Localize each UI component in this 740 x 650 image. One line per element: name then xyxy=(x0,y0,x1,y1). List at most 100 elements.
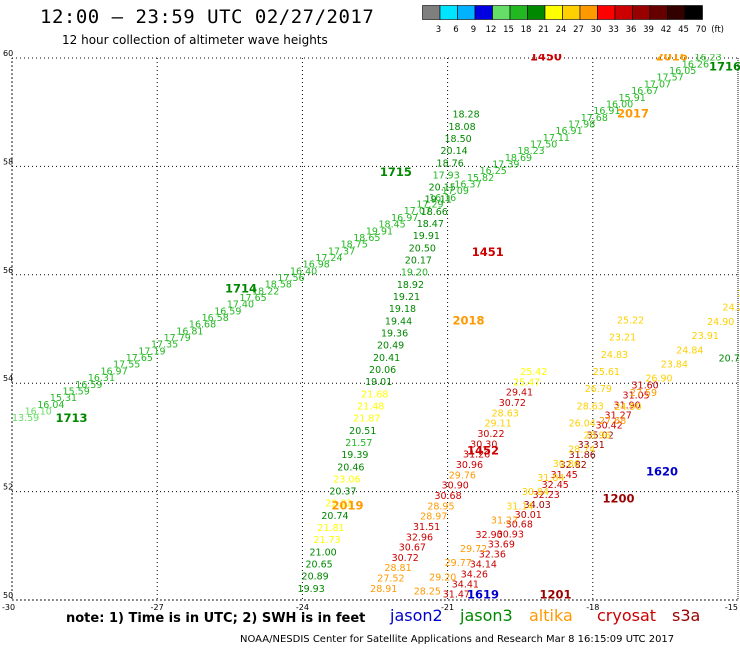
data-label: 17.79 xyxy=(164,333,191,344)
y-tick-label: 60 xyxy=(3,49,13,58)
page-subtitle: 12 hour collection of altimeter wave hei… xyxy=(62,33,328,47)
x-tick-label: -18 xyxy=(586,603,599,612)
data-label: 18.76 xyxy=(437,158,464,169)
data-label: 28.63 xyxy=(577,401,604,412)
legend-label: 24 xyxy=(556,25,567,35)
legend-label: 18 xyxy=(521,25,532,35)
time-label: 2016 xyxy=(656,50,688,64)
legend-label: 33 xyxy=(608,25,619,35)
data-label: 17.98 xyxy=(568,119,595,130)
data-label: 18.75 xyxy=(341,240,368,251)
data-label: 17.07 xyxy=(404,206,431,217)
data-label: 28.95 xyxy=(427,501,454,512)
data-label: 29.41 xyxy=(506,388,533,399)
data-label: 16.00 xyxy=(606,99,633,110)
time-label: 1716 xyxy=(709,59,740,73)
data-label: 15.91 xyxy=(619,93,646,104)
mission-jason3: jason3 xyxy=(460,606,513,625)
data-label: 30.96 xyxy=(456,460,483,471)
legend-label: 36 xyxy=(626,25,637,35)
grid xyxy=(11,57,739,601)
data-label: 31.60 xyxy=(632,381,659,392)
data-label: 31.27 xyxy=(491,516,518,527)
data-label: 16.16 xyxy=(429,193,456,204)
data-label: 17.19 xyxy=(138,346,165,357)
data-label: 32.96 xyxy=(406,532,433,543)
data-label: 30.86 xyxy=(553,459,580,470)
time-label: 1715 xyxy=(380,165,412,179)
data-label: 19.20 xyxy=(401,268,428,279)
data-label: 20.65 xyxy=(306,560,333,571)
data-label: 18.50 xyxy=(444,134,471,145)
data-label: 16.81 xyxy=(176,326,203,337)
legend-label: 3 xyxy=(436,25,441,35)
series-jason2: 20.76 xyxy=(719,354,740,365)
data-label: 19.21 xyxy=(393,292,420,303)
series-s3a: 31.4734.4134.2634.1432.3633.6930.9330.68… xyxy=(443,381,659,601)
data-label: 16.31 xyxy=(88,373,115,384)
data-label: 21.68 xyxy=(361,389,388,400)
data-label: 32.45 xyxy=(542,480,569,491)
data-label: 31.45 xyxy=(551,470,578,481)
data-label: 15.82 xyxy=(467,173,494,184)
data-label: 20.49 xyxy=(377,341,404,352)
data-label: 21.57 xyxy=(345,438,372,449)
data-label: 18.65 xyxy=(353,233,380,244)
time-label: 1201 xyxy=(540,587,572,601)
data-label: 18.92 xyxy=(397,280,424,291)
data-label: 16.91 xyxy=(555,126,582,137)
data-label: 20.89 xyxy=(302,572,329,583)
data-label: 18.23 xyxy=(518,146,545,157)
legend-label: 21 xyxy=(538,25,549,35)
legend-label: 70 xyxy=(696,25,707,35)
mission-s3a: s3a xyxy=(672,606,701,625)
data-label: 17.07 xyxy=(644,79,671,90)
time-label: 2017 xyxy=(617,107,649,121)
data-label: 16.25 xyxy=(480,166,507,177)
data-label: 33.69 xyxy=(488,540,515,551)
data-label: 30.68 xyxy=(434,491,461,502)
data-label: 17.35 xyxy=(151,340,178,351)
legend-label: 9 xyxy=(471,25,476,35)
time-label: 1619 xyxy=(467,587,499,601)
data-label: 17.39 xyxy=(492,160,519,171)
data-label: 20.15 xyxy=(429,183,456,194)
data-label: 30.72 xyxy=(499,398,526,409)
mission-jason2: jason2 xyxy=(390,606,443,625)
legend-unit: (ft) xyxy=(711,25,724,35)
data-label: 16.05 xyxy=(669,66,696,77)
data-label: 20.41 xyxy=(373,353,400,364)
data-label: 30.30 xyxy=(470,439,497,450)
time-label: 1713 xyxy=(56,411,88,425)
data-label: 17.09 xyxy=(442,186,469,197)
data-label: 25.22 xyxy=(617,316,644,327)
plot-area: 13.5916.1016.0415.3115.5916.5916.3116.97… xyxy=(12,50,740,601)
data-label: 24.83 xyxy=(601,350,628,361)
data-label: 17.24 xyxy=(315,253,342,264)
data-label: 19.01 xyxy=(365,377,392,388)
series-cryosat: 28.9127.5228.8130.7230.6732.9631.5128.97… xyxy=(370,367,547,595)
x-tick-label: -30 xyxy=(2,603,15,612)
data-label: 19.91 xyxy=(366,226,393,237)
data-label: 34.03 xyxy=(524,500,551,511)
y-tick-label: 50 xyxy=(3,591,13,600)
data-label: 29.77 xyxy=(445,558,472,569)
data-label: 20.17 xyxy=(405,256,432,267)
data-label: 34.41 xyxy=(452,579,479,590)
x-tick-label: -21 xyxy=(441,603,454,612)
data-label: 30.93 xyxy=(497,530,524,541)
data-label: 16.67 xyxy=(631,86,658,97)
time-label: 2019 xyxy=(331,498,363,512)
data-label: 30.72 xyxy=(392,553,419,564)
data-label: 30.68 xyxy=(506,520,533,531)
data-label: 24.90 xyxy=(707,317,734,328)
time-label: 1450 xyxy=(530,50,562,64)
data-label: 17.37 xyxy=(328,246,355,257)
legend-label: 15 xyxy=(503,25,514,35)
footer-note: note: 1) Time is in UTC; 2) SWH is in fe… xyxy=(66,611,366,626)
data-label: 17.40 xyxy=(227,300,254,311)
legend-swatch xyxy=(684,5,703,20)
time-label: 1452 xyxy=(467,444,499,458)
y-tick-label: 58 xyxy=(3,157,13,166)
